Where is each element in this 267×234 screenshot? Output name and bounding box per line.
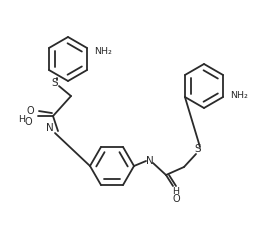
Text: S: S <box>52 78 58 88</box>
Text: N: N <box>146 156 154 166</box>
Text: O: O <box>24 117 32 127</box>
Text: N: N <box>46 123 54 133</box>
Text: O: O <box>26 106 34 116</box>
Text: NH₂: NH₂ <box>94 47 112 55</box>
Text: NH₂: NH₂ <box>230 91 248 100</box>
Text: H: H <box>18 115 26 124</box>
Text: O: O <box>172 194 180 204</box>
Text: S: S <box>195 144 201 154</box>
Text: H: H <box>172 187 179 197</box>
